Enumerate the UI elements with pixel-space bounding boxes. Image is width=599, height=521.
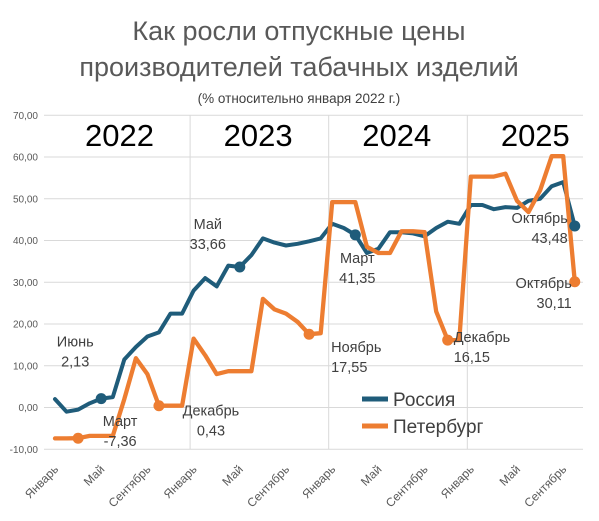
y-tick-label: 0,00 xyxy=(19,403,39,414)
x-tick-label: Сентябрь xyxy=(106,462,154,510)
y-tick-label: 50,00 xyxy=(13,194,38,205)
series-line xyxy=(52,154,577,441)
legend: Россия Петербург xyxy=(362,390,484,438)
legend-label: Россия xyxy=(393,390,455,411)
year-labels: 2022 2023 2024 2025 xyxy=(85,118,570,153)
y-tick-label: 20,00 xyxy=(13,320,38,331)
y-tick-label: 70,00 xyxy=(13,111,38,122)
annotated-point xyxy=(234,261,246,273)
annotated-point xyxy=(303,328,315,340)
series-line xyxy=(53,180,577,414)
annotated-points xyxy=(72,220,581,444)
data-label: Март 41,35 xyxy=(339,251,375,287)
x-tick-label: Январь xyxy=(22,462,61,501)
x-tick-label: Январь xyxy=(299,462,338,501)
data-label: Октябрь 30,11 xyxy=(516,276,572,312)
annotated-point xyxy=(569,276,581,288)
data-label: Март -7,36 xyxy=(103,414,138,450)
y-tick-label: 40,00 xyxy=(13,236,38,247)
chart-title-line-2: производителей табачных изделий xyxy=(79,52,518,82)
x-tick-label: Сентябрь xyxy=(383,462,431,510)
x-tick-label: Май xyxy=(81,462,108,489)
data-label: Ноябрь 17,55 xyxy=(331,340,381,376)
year-label: 2025 xyxy=(501,118,570,153)
data-label: Май 33,66 xyxy=(190,217,226,253)
annotated-point xyxy=(569,220,581,232)
annotated-point xyxy=(349,229,361,241)
x-tick-label: Май xyxy=(219,462,246,489)
year-label: 2022 xyxy=(85,118,154,153)
annotated-point xyxy=(72,432,84,444)
y-tick-label: 10,00 xyxy=(13,361,38,372)
annotated-point xyxy=(95,393,107,405)
data-label: Декабрь 16,15 xyxy=(454,330,511,366)
y-tick-label: -10,00 xyxy=(10,445,39,456)
y-axis: -10,00 0,00 10,00 20,00 30,00 40,00 50,00 60,00… xyxy=(10,111,39,456)
data-label: Октябрь 43,48 xyxy=(512,211,568,247)
legend-label: Петербург xyxy=(393,417,484,438)
year-label: 2024 xyxy=(362,118,431,153)
annotated-point xyxy=(153,400,165,412)
data-label: Июнь 2,13 xyxy=(57,335,94,371)
year-label: 2023 xyxy=(224,118,293,153)
x-tick-label: Май xyxy=(497,462,524,489)
x-tick-label: Май xyxy=(358,462,385,489)
data-label: Декабрь 0,43 xyxy=(183,404,240,440)
annotated-point xyxy=(442,334,454,346)
x-tick-label: Сентябрь xyxy=(244,462,292,510)
x-tick-label: Январь xyxy=(438,462,477,501)
x-tick-label: Сентябрь xyxy=(521,462,569,510)
data-labels: Июнь 2,13 Март -7,36 Декабрь 0,43 Май 33,66 Нояб… xyxy=(57,211,572,450)
y-tick-label: 60,00 xyxy=(13,153,38,164)
y-tick-label: 30,00 xyxy=(13,278,38,289)
chart-subtitle: (% относительно января 2022 г.) xyxy=(198,91,401,106)
series-lines xyxy=(52,154,577,441)
chart-title-line-1: Как росли отпускные цены xyxy=(132,16,465,46)
x-tick-label: Январь xyxy=(161,462,200,501)
